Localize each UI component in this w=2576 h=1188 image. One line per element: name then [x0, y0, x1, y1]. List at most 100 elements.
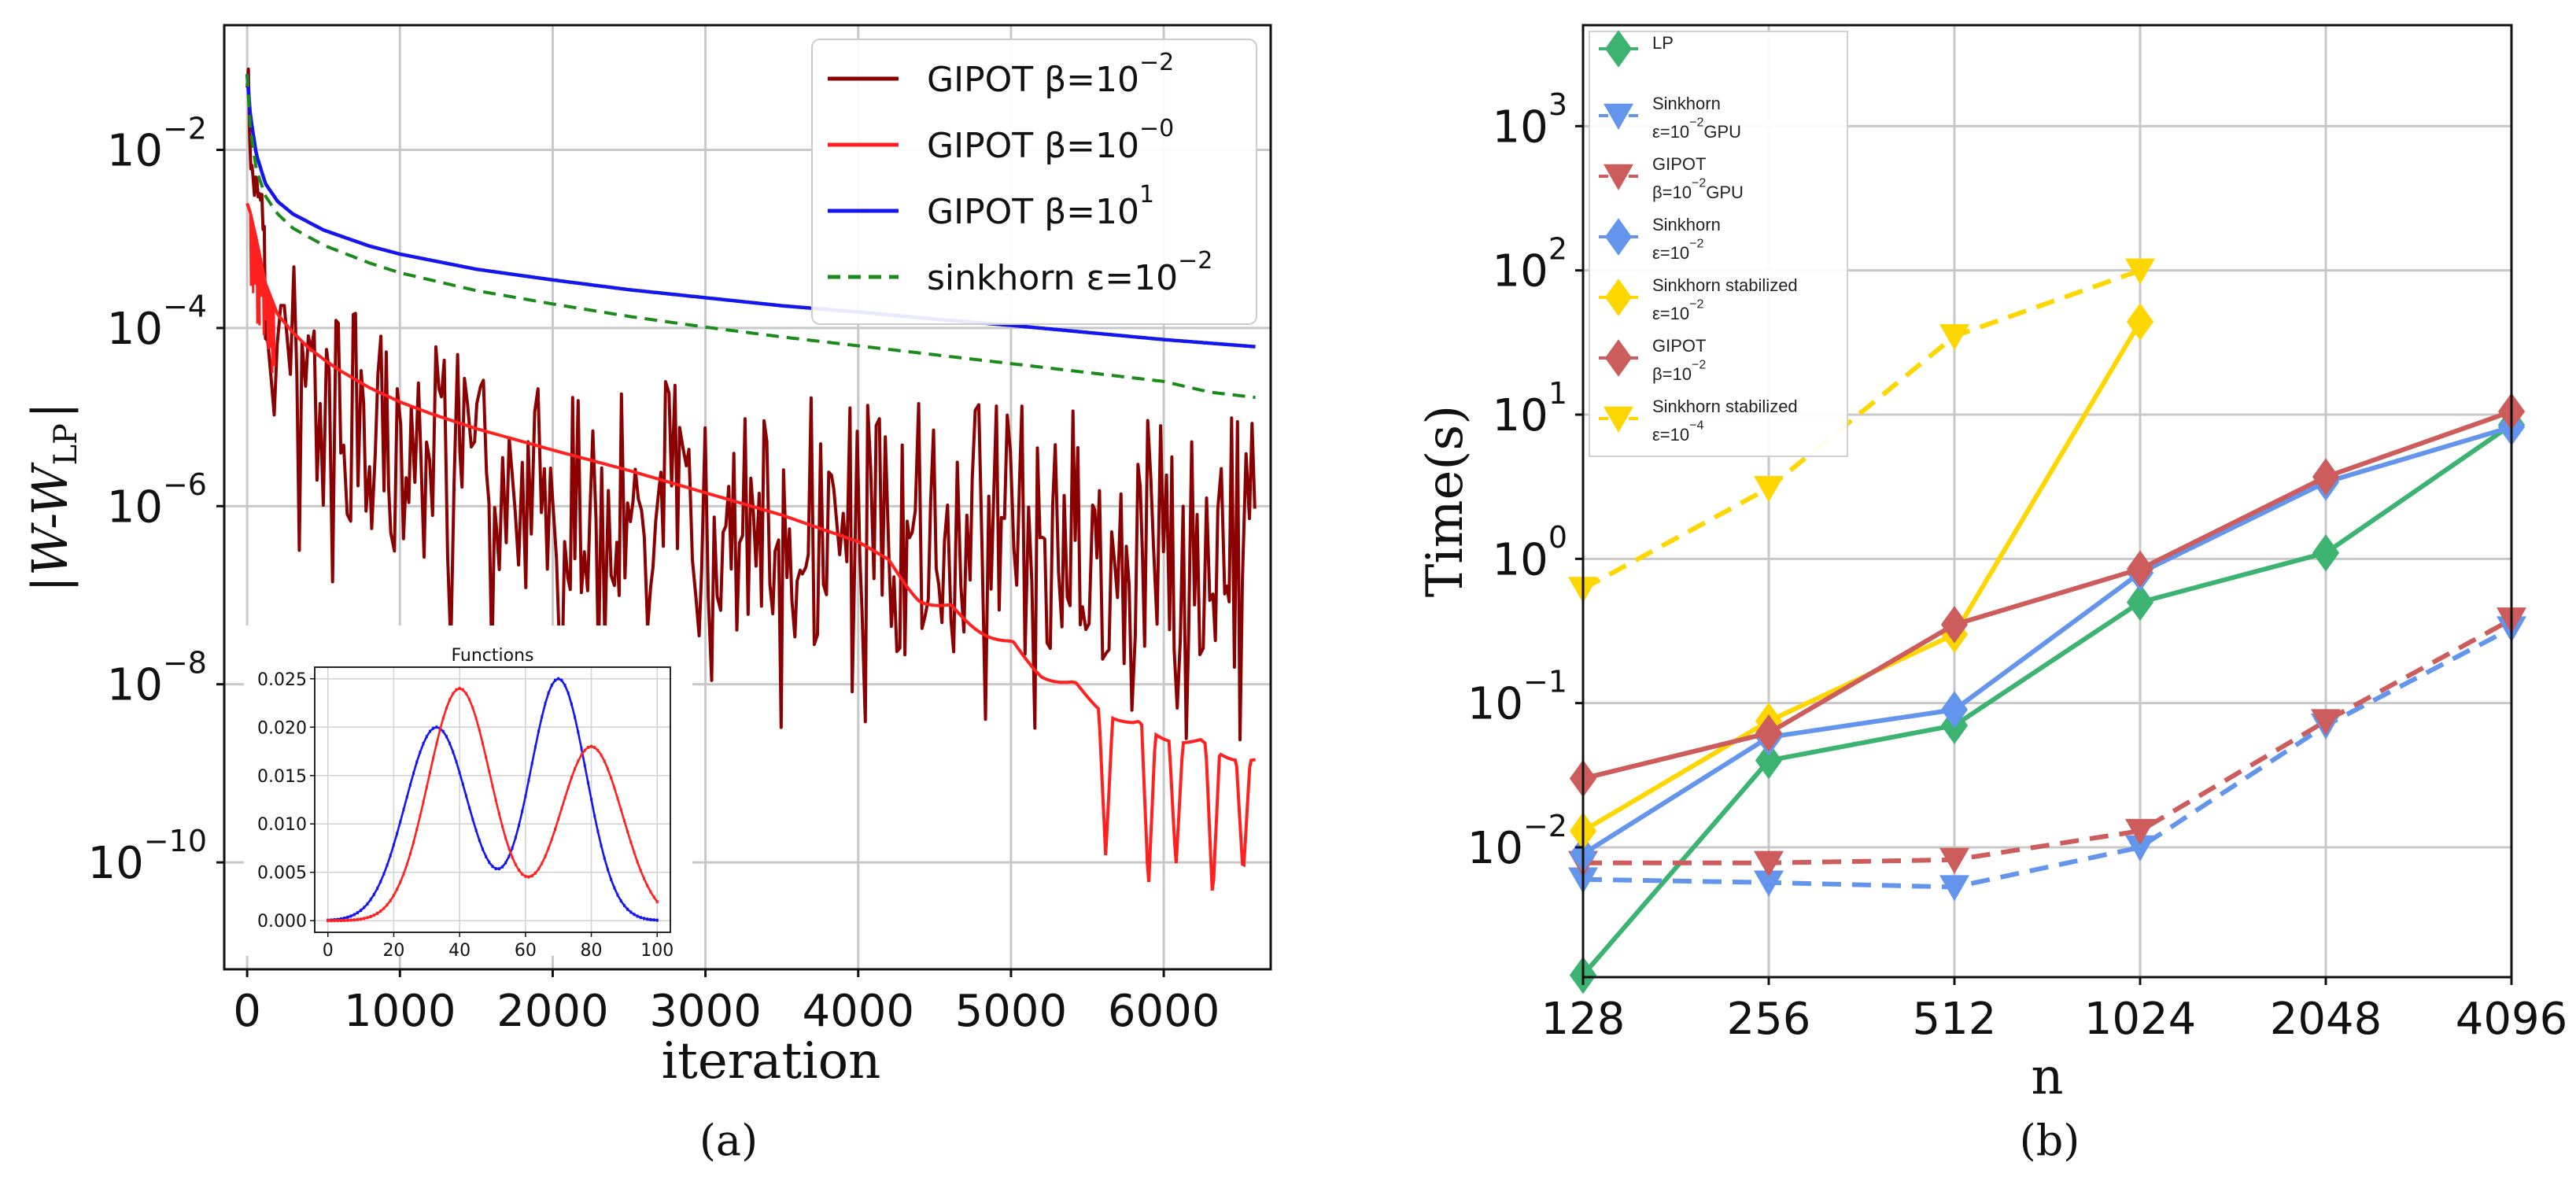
- inset-y-tick-label: 0.005: [257, 864, 307, 884]
- panel-a-y-label-sub: LP: [48, 423, 84, 465]
- legend-label-1-base: GIPOT β=10: [927, 126, 1139, 166]
- series-2-point-4: [2311, 709, 2341, 736]
- series-5-point-4: [2312, 458, 2340, 496]
- series-1-point-1: [1754, 870, 1784, 897]
- series-1-point-3: [2125, 835, 2155, 862]
- series-1: [1568, 616, 2526, 902]
- inset-y-tick-label: 0.015: [257, 767, 307, 787]
- legend-label-2-line2-sup: −2: [1692, 177, 1706, 190]
- y-tick-label: 10−10: [88, 824, 207, 889]
- y-tick-label: 10−2: [1467, 809, 1567, 874]
- inset-background: [244, 625, 692, 956]
- y-tick-label-base: 10: [107, 125, 163, 176]
- legend-label-0-line1: LP: [1652, 33, 1674, 53]
- series-1-point-2: [1939, 875, 1969, 902]
- panel-a-y-label-main: |W-W: [21, 462, 79, 592]
- y-tick-label: 102: [1493, 231, 1567, 297]
- legend-label-1-line2-base: ε=10: [1652, 122, 1689, 142]
- series-2: [1568, 607, 2526, 877]
- series-gipot-beta-1e-2-line: [245, 67, 1257, 742]
- legend-label-4-line2-base: ε=10: [1652, 304, 1689, 323]
- x-tick-label: 128: [1541, 994, 1626, 1045]
- x-tick-label: 3000: [649, 986, 762, 1037]
- panel-b: 128 256 512 1024 2048 4096 10−210−11001011021…: [1416, 24, 2568, 1165]
- y-tick-label-sup: −8: [163, 646, 207, 681]
- x-tick-label: 4096: [2456, 994, 2568, 1045]
- inset-y-ticks: 0.000 0.005 0.010 0.015 0.020 0.025: [257, 670, 315, 932]
- panel-b-y-label: Time(s): [1416, 405, 1474, 598]
- legend-label-0-sup: −2: [1139, 49, 1174, 76]
- legend-label-3-base: sinkhorn ε=10: [927, 258, 1178, 298]
- inset-x-tick-label: 80: [581, 941, 603, 961]
- y-tick-label-sup: −4: [163, 290, 207, 324]
- series-gipot-beta-1e0-line: [245, 202, 1257, 891]
- x-tick-label: 1000: [344, 986, 456, 1037]
- inset-frame: [314, 666, 671, 933]
- x-tick-label: 6000: [1108, 986, 1220, 1037]
- series-line-6: [1581, 267, 2142, 592]
- legend-marker-5: [1604, 339, 1633, 377]
- series-4-point-3: [2126, 303, 2154, 341]
- series-0-point-1: [1755, 741, 1783, 780]
- inset-chart: 0 20 40 60 80 100 0.0000.0050.0100.0150.0200.…: [244, 625, 692, 961]
- inset-y-tick-label: 0.020: [257, 718, 307, 738]
- legend-label-4-line2: ε=10−2: [1652, 298, 1703, 323]
- legend-label-2-line2-base: β=10: [1652, 183, 1692, 202]
- legend-marker-1: [1604, 103, 1633, 131]
- legend-label-5-line1: GIPOT: [1652, 336, 1706, 356]
- series-2-point-3: [2125, 818, 2155, 846]
- legend-label-0: GIPOT β=10−2: [927, 49, 1174, 100]
- legend-marker-4: [1604, 279, 1633, 316]
- series-2-point-2: [1939, 847, 1969, 874]
- y-tick-label-base: 10: [107, 304, 163, 355]
- y-tick-label-base: 10: [107, 660, 163, 711]
- y-tick-label-sup: −6: [163, 467, 207, 502]
- series-line-3: [1581, 424, 2512, 856]
- legend-label-2: GIPOT β=101: [927, 181, 1154, 232]
- inset-y-tick-label: 0.010: [257, 815, 307, 835]
- y-tick-label-sup: −10: [144, 824, 207, 858]
- legend-label-4-line2-sup: −2: [1689, 298, 1703, 312]
- legend-label-1-line2: ε=10−2GPU: [1652, 116, 1741, 142]
- y-tick-label-sup: 3: [1548, 87, 1567, 122]
- panel-a-x-label: iteration: [662, 1032, 881, 1090]
- legend-label-2-line1: GIPOT: [1652, 154, 1706, 174]
- y-tick-label-base: 10: [107, 481, 163, 533]
- legend-label-0-base: GIPOT β=10: [927, 60, 1139, 100]
- y-tick-label-base: 10: [1493, 246, 1548, 297]
- panel-a-frame: [223, 24, 1272, 971]
- series-gipot-beta-1e1-line: [245, 74, 1256, 349]
- y-tick-label: 100: [1493, 520, 1567, 585]
- inset-title: Functions: [451, 646, 533, 666]
- series-6-point-2: [1939, 324, 1969, 351]
- series-5-point-1: [1755, 714, 1783, 752]
- x-tick-label: 512: [1913, 994, 1997, 1045]
- inset-y-tick-label: 0.000: [257, 912, 307, 932]
- legend-marker-3: [1604, 218, 1633, 256]
- legend-label-3: sinkhorn ε=10−2: [927, 247, 1212, 298]
- legend-label-6-line2-base: ε=10: [1652, 425, 1689, 445]
- series-5-point-2: [1940, 606, 1969, 644]
- legend-label-5-line2-base: β=10: [1652, 364, 1692, 384]
- inset-x-ticks: 0 20 40 60 80 100: [323, 932, 674, 961]
- y-tick-label: 10−6: [107, 467, 207, 533]
- y-tick-label: 10−8: [107, 646, 207, 711]
- series-line-0: [1581, 422, 2513, 977]
- legend-label-1-line1: Sinkhorn: [1652, 94, 1721, 113]
- legend-label-2-base: GIPOT β=10: [927, 192, 1139, 232]
- series-0: [1569, 406, 2526, 994]
- y-tick-label-base: 10: [1493, 390, 1548, 441]
- y-tick-label-sup: 1: [1548, 376, 1567, 411]
- inset-x-tick-label: 0: [323, 941, 334, 961]
- panel-b-frame: [1581, 24, 2513, 979]
- legend-label-5-line2-sup: −2: [1692, 359, 1706, 372]
- y-tick-label-sup: −2: [1523, 809, 1567, 843]
- legend-label-1-sup: −0: [1139, 115, 1174, 142]
- y-tick-label-base: 10: [1493, 101, 1548, 153]
- x-tick-label: 5000: [955, 986, 1068, 1037]
- series-line-5: [1582, 409, 2512, 781]
- series-line-2: [1583, 617, 2513, 865]
